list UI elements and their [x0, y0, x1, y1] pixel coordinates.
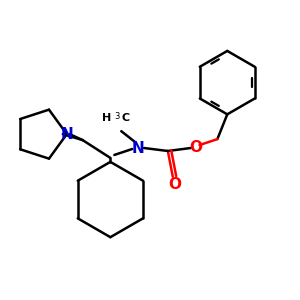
Text: O: O	[189, 140, 202, 154]
Text: H: H	[102, 113, 111, 123]
Text: O: O	[168, 177, 181, 192]
Text: N: N	[60, 127, 73, 142]
Text: C: C	[121, 113, 129, 123]
Text: 3: 3	[114, 112, 120, 121]
Text: N: N	[132, 140, 145, 155]
